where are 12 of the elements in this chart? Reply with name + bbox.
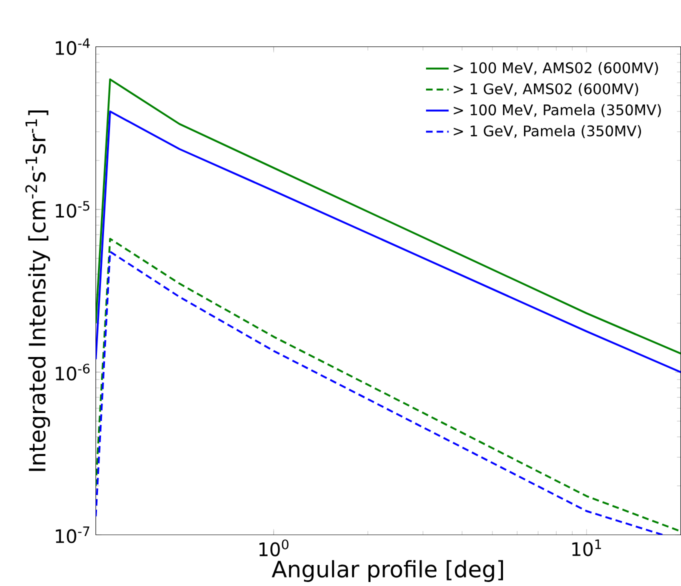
legend-label: > 100 MeV, Pamela (350MV) [454,104,661,117]
legend-label: > 1 GeV, AMS02 (600MV) [454,82,638,96]
legend-label: > 100 MeV, AMS02 (600MV) [454,62,658,75]
x-axis-title: Angular profile [deg] [272,560,503,582]
y-axis-title: Integrated Intensity [cm$^{-2}$s$^{-1}$sr$^{-1}$] [25,110,50,471]
x-tick-label: 10$^{1}$ [572,539,601,556]
y-tick-label: 10$^{-5}$ [56,200,90,218]
y-tick-label: 10$^{-4}$ [56,38,90,55]
y-tick-label: 10$^{-7}$ [56,526,90,543]
legend-label: > 1 GeV, Pamela (350MV) [454,124,641,138]
x-tick-label: 10$^{0}$ [259,539,288,556]
y-tick-label: 10$^{-6}$ [56,364,90,380]
